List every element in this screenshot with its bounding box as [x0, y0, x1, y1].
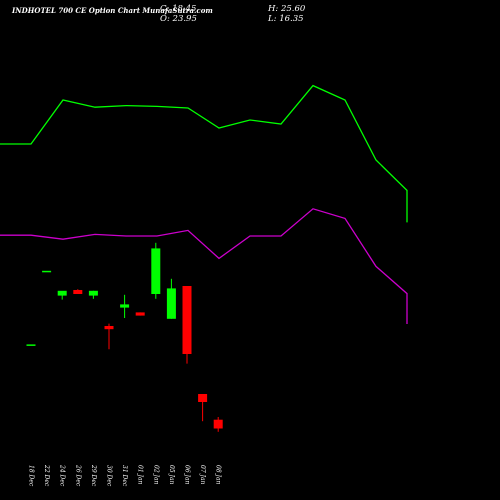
upper-band-line [0, 84, 408, 223]
lower-band-line [0, 208, 408, 324]
low-value: L: 16.35 [268, 14, 304, 24]
x-tick-label: 26 Dec [74, 464, 81, 487]
candle-12 [213, 417, 223, 432]
x-tick-label: 07 Jan [199, 465, 206, 485]
candle-body [198, 394, 208, 402]
x-tick-label: 01 Jan [137, 465, 144, 485]
chart-title: INDHOTEL 700 CE Option Chart MunafaSutra… [12, 6, 213, 15]
candle-body [151, 248, 161, 294]
candle-body [26, 344, 36, 346]
candle-0 [26, 344, 36, 346]
x-tick-label: 06 Jan [184, 465, 191, 485]
candle-2 [57, 290, 67, 300]
candle-11 [198, 394, 208, 422]
x-tick-label: 02 Jan [152, 465, 159, 485]
candle-body [42, 270, 52, 273]
candle-7 [135, 312, 145, 316]
candle-body [182, 286, 192, 354]
candle-body [57, 290, 67, 296]
x-tick-label: 18 Dec [28, 465, 35, 487]
candle-body [73, 290, 83, 294]
candle-body [88, 290, 98, 296]
bands-layer [0, 84, 408, 324]
high-value: H: 25.60 [268, 4, 306, 14]
x-tick-label: 31 Dec [121, 465, 128, 487]
candle-body [120, 304, 130, 308]
candle-6 [120, 294, 130, 318]
candle-body [166, 288, 176, 319]
x-tick-label: 30 Dec [106, 465, 113, 487]
candle-5 [104, 323, 114, 350]
open-value: O: 23.95 [160, 14, 197, 24]
candle-1 [42, 270, 52, 273]
candle-9 [166, 278, 176, 319]
candle-body [104, 326, 114, 330]
candle-4 [88, 290, 98, 299]
candle-8 [151, 242, 161, 299]
x-tick-label: 22 Dec [43, 464, 50, 487]
candle-10 [182, 286, 192, 364]
close-value: C: 18.45 [160, 4, 197, 14]
candle-body [135, 312, 145, 316]
candles-layer [26, 242, 223, 432]
x-tick-label: 29 Dec [90, 464, 97, 487]
candle-body [213, 419, 223, 429]
x-tick-label: 05 Jan [168, 465, 175, 485]
x-tick-label: 08 Jan [215, 465, 222, 485]
x-axis: 18 Dec 22 Dec 24 Dec 26 Dec 29 Dec 30 Dec 31 D… [28, 464, 222, 487]
x-tick-label: 24 Dec [59, 464, 66, 487]
candle-3 [73, 289, 83, 294]
